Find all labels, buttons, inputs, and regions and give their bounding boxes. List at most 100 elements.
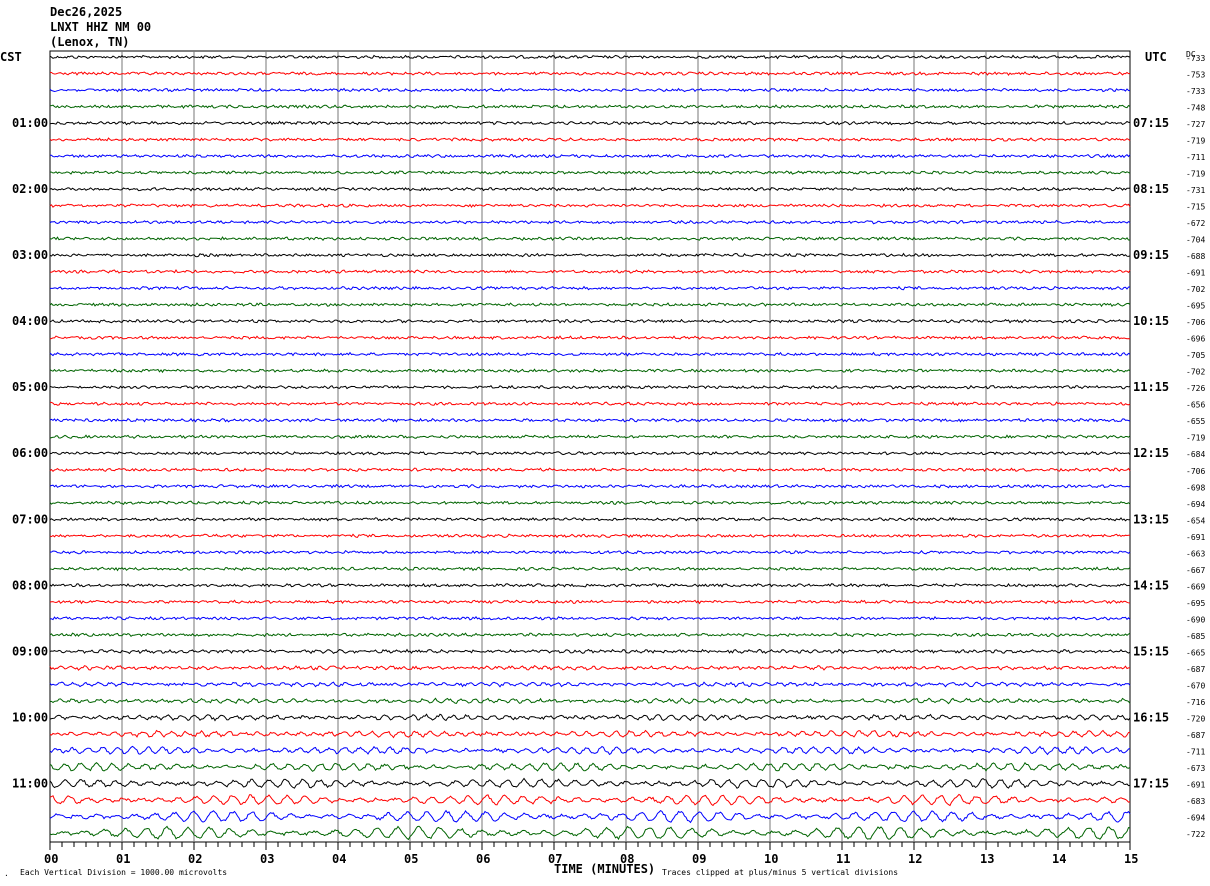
trace-row <box>49 745 1131 756</box>
x-axis: 00 01 02 03 04 05 06 07 08 09 10 11 12 13 14 15 <box>44 842 1138 866</box>
trace-row <box>49 566 1131 572</box>
trace-row <box>49 793 1131 807</box>
trace-row <box>49 516 1130 522</box>
left-hour-label: 07:00 <box>12 512 48 526</box>
trace-row <box>50 285 1131 291</box>
right-timezone-label: UTC <box>1145 50 1167 64</box>
trace-row <box>49 582 1131 588</box>
left-timezone-label: CST <box>0 50 22 64</box>
dc-offset-label: -670 <box>1186 681 1205 690</box>
dc-offset-label: -704 <box>1186 236 1205 245</box>
trace-row <box>49 417 1131 423</box>
x-tick-label: 00 <box>44 852 58 866</box>
dc-offset-label: -748 <box>1186 104 1205 113</box>
trace-row <box>49 665 1131 671</box>
dc-offset-label: -691 <box>1186 269 1205 278</box>
trace-row <box>49 384 1131 390</box>
trace-row <box>49 648 1131 655</box>
dc-offset-label: -696 <box>1186 335 1205 344</box>
dc-offset-label: -706 <box>1186 467 1205 476</box>
x-tick-label: 01 <box>116 852 130 866</box>
x-tick-label: 03 <box>260 852 274 866</box>
dc-offset-label: -720 <box>1186 714 1205 723</box>
dc-offset-label: -706 <box>1186 318 1205 327</box>
grid-lines <box>121 51 1059 842</box>
right-hour-label: 14:15 <box>1133 578 1169 592</box>
left-hour-label: 02:00 <box>12 182 48 196</box>
dc-offset-label: -654 <box>1186 516 1205 525</box>
dc-offset-label: -691 <box>1186 533 1205 542</box>
row-labels: -733 -753 -733 -748 -727 -719 -711 -719 -731 -715… <box>12 54 1205 839</box>
left-hour-label: 09:00 <box>12 644 48 658</box>
dc-offset-label: -695 <box>1186 302 1205 311</box>
right-hour-label: 10:15 <box>1133 314 1169 328</box>
x-tick-label: 02 <box>188 852 202 866</box>
trace-row <box>49 729 1131 739</box>
corner-mark: . <box>4 869 9 878</box>
dc-offset-label: -672 <box>1186 219 1205 228</box>
trace-row <box>49 269 1131 274</box>
trace-row <box>49 219 1131 225</box>
trace-row <box>49 318 1130 324</box>
trace-row <box>49 434 1131 440</box>
dc-offset-label: -731 <box>1186 186 1205 195</box>
left-hour-label: 06:00 <box>12 446 48 460</box>
plot-frame <box>49 50 1131 843</box>
x-tick-label: 06 <box>476 852 490 866</box>
dc-offset-label: -673 <box>1186 764 1205 773</box>
dc-offset-label: -683 <box>1186 797 1205 806</box>
x-tick-label: 08 <box>620 852 634 866</box>
right-hour-label: 09:15 <box>1133 248 1169 262</box>
trace-row <box>49 104 1131 110</box>
trace-row <box>50 401 1131 407</box>
dc-offset-label: -733 <box>1186 54 1205 63</box>
trace-row <box>49 335 1131 340</box>
dc-offset-label: -667 <box>1186 566 1205 575</box>
dc-offset-label: -711 <box>1186 747 1205 756</box>
dc-offset-label: -695 <box>1186 599 1205 608</box>
trace-row <box>49 825 1131 841</box>
x-tick-label: 12 <box>908 852 922 866</box>
trace-row <box>49 599 1131 605</box>
x-tick-label: 04 <box>332 852 346 866</box>
x-axis-label: TIME (MINUTES) <box>554 862 655 876</box>
dc-offset-label: -685 <box>1186 632 1205 641</box>
trace-row <box>49 777 1131 789</box>
x-tick-label: 07 <box>548 852 562 866</box>
clip-note: Traces clipped at plus/minus 5 vertical … <box>662 868 898 877</box>
trace-row <box>49 450 1131 456</box>
trace-row <box>49 483 1131 489</box>
header-date: Dec26,2025 <box>50 5 122 19</box>
dc-offset-label: -727 <box>1186 120 1205 129</box>
dc-offset-label: -702 <box>1186 285 1205 294</box>
dc-offset-label: -669 <box>1186 582 1205 591</box>
trace-row <box>49 54 1131 60</box>
header-location: (Lenox, TN) <box>50 35 129 49</box>
trace-row <box>49 467 1131 473</box>
dc-offset-label: -688 <box>1186 252 1205 261</box>
trace-row <box>49 761 1131 773</box>
trace-row <box>49 533 1130 539</box>
trace-row <box>49 809 1131 824</box>
trace-row <box>49 351 1131 357</box>
left-hour-label: 04:00 <box>12 314 48 328</box>
x-tick-label: 09 <box>692 852 706 866</box>
right-hour-label: 15:15 <box>1133 644 1169 658</box>
dc-offset-label: -687 <box>1186 665 1205 674</box>
dc-offset-label: -716 <box>1186 698 1205 707</box>
x-tick-label: 10 <box>764 852 778 866</box>
left-hour-label: 01:00 <box>12 116 48 130</box>
left-hour-label: 08:00 <box>12 578 48 592</box>
dc-offset-label: -719 <box>1186 137 1205 146</box>
traces <box>49 54 1131 841</box>
dc-offset-label: -690 <box>1186 615 1205 624</box>
x-tick-label: 05 <box>404 852 418 866</box>
header-station: LNXT HHZ NM 00 <box>50 20 151 34</box>
dc-offset-label: -726 <box>1186 384 1205 393</box>
left-hour-label: 10:00 <box>12 710 48 724</box>
dc-offset-label: -655 <box>1186 417 1205 426</box>
trace-row <box>49 500 1131 505</box>
dc-offset-label: -665 <box>1186 648 1205 657</box>
dc-offset-label: -656 <box>1186 401 1205 410</box>
trace-row <box>49 302 1131 308</box>
